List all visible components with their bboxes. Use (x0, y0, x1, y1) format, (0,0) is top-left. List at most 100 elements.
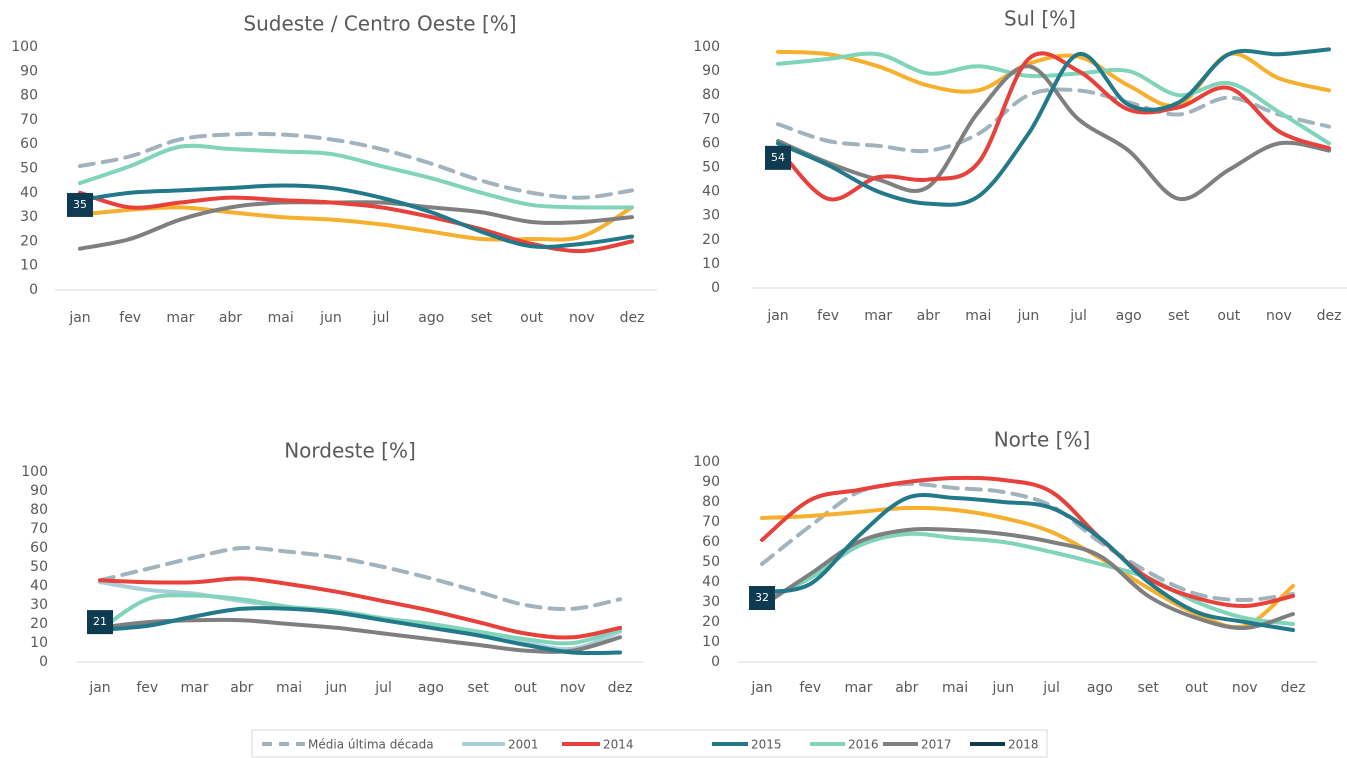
x-tick-label: abr (219, 310, 242, 326)
x-tick-label: nov (1232, 680, 1258, 696)
chart: Nordeste [%] 0 10 20 30 40 50 60 70 80 90 100 jan fev… (21, 439, 644, 696)
series-line (776, 51, 1331, 202)
series-line (98, 606, 622, 656)
series-line (760, 481, 1295, 603)
series-line (78, 183, 634, 249)
y-tick-label: 0 (711, 280, 720, 296)
x-tick-label: ago (418, 310, 444, 326)
x-tick-label: mar (181, 680, 209, 696)
y-tick-label: 10 (702, 256, 720, 272)
series-line (78, 143, 634, 210)
y-tick-label: 80 (30, 502, 48, 518)
y-tick-label: 100 (11, 39, 38, 55)
value-label-box (67, 192, 93, 217)
x-tick-label: mar (845, 680, 873, 696)
x-tick-label: jul (1042, 680, 1060, 696)
x-tick-label: jul (1069, 308, 1087, 324)
y-tick-label: 20 (30, 616, 48, 632)
y-tick-label: 30 (20, 209, 38, 225)
y-tick-label: 80 (702, 87, 720, 103)
x-tick-label: ago (418, 680, 444, 696)
y-tick-label: 100 (693, 454, 720, 470)
y-tick-label: 70 (702, 514, 720, 530)
value-label: 21 (93, 615, 107, 628)
chart-title: Nordeste [%] (284, 439, 416, 463)
series-line (98, 545, 622, 612)
y-tick-label: 40 (30, 578, 48, 594)
chart: Norte [%] 0 10 20 30 40 50 60 70 80 90 100 jan fev mar… (693, 428, 1318, 696)
chart-title: Sul [%] (1004, 7, 1076, 31)
y-tick-label: 50 (20, 161, 38, 177)
x-tick-label: abr (895, 680, 918, 696)
y-tick-label: 20 (20, 233, 38, 249)
value-label-box (87, 610, 113, 635)
y-tick-label: 70 (20, 112, 38, 128)
x-tick-label: nov (560, 680, 586, 696)
y-tick-label: 90 (30, 483, 48, 499)
x-tick-label: nov (569, 310, 595, 326)
y-tick-label: 80 (702, 494, 720, 510)
y-tick-label: 0 (29, 282, 38, 298)
y-tick-label: 0 (711, 654, 720, 670)
legend-label: 2001 (508, 738, 539, 752)
y-tick-label: 30 (702, 594, 720, 610)
x-tick-label: jun (992, 680, 1015, 696)
y-tick-label: 90 (702, 474, 720, 490)
legend-label: 2015 (751, 738, 782, 752)
x-tick-label: jun (325, 680, 348, 696)
x-tick-label: abr (230, 680, 253, 696)
x-tick-label: fev (136, 680, 158, 696)
y-tick-label: 70 (702, 111, 720, 127)
chart-title: Sudeste / Centro Oeste [%] (243, 12, 516, 36)
x-tick-label: mai (268, 310, 294, 326)
legend: Média última década 2001 2014 2015 2016 2017 2… (251, 729, 1048, 758)
y-tick-label: 100 (21, 464, 48, 480)
series-line (760, 493, 1295, 632)
y-tick-label: 90 (20, 63, 38, 79)
x-tick-label: fev (119, 310, 141, 326)
x-tick-label: jul (374, 680, 392, 696)
series-line (760, 505, 1295, 630)
y-tick-label: 50 (702, 160, 720, 176)
y-tick-label: 60 (702, 135, 720, 151)
y-tick-label: 30 (30, 597, 48, 613)
x-tick-label: nov (1266, 308, 1292, 324)
x-tick-label: dez (1317, 308, 1342, 324)
x-tick-label: jun (319, 310, 342, 326)
y-tick-label: 40 (20, 185, 38, 201)
y-tick-label: 0 (39, 654, 48, 670)
x-tick-label: dez (1281, 680, 1306, 696)
y-tick-label: 90 (702, 63, 720, 79)
x-tick-label: ago (1087, 680, 1113, 696)
y-tick-label: 50 (30, 559, 48, 575)
x-tick-label: dez (608, 680, 633, 696)
y-tick-label: 60 (20, 136, 38, 152)
x-tick-label: mar (864, 308, 892, 324)
x-tick-label: fev (799, 680, 821, 696)
x-tick-label: jan (766, 308, 788, 324)
chart: Sul [%] 0 10 20 30 40 50 60 70 80 90 100 jan fev mar ab… (693, 7, 1347, 324)
y-tick-label: 50 (702, 554, 720, 570)
y-tick-label: 40 (702, 574, 720, 590)
value-label: 54 (771, 151, 785, 164)
series-line (78, 200, 634, 251)
x-tick-label: mai (942, 680, 968, 696)
x-tick-label: mai (276, 680, 302, 696)
x-tick-label: jan (68, 310, 90, 326)
y-tick-label: 100 (693, 39, 720, 55)
x-tick-label: jan (88, 680, 110, 696)
series-line (760, 526, 1295, 631)
series-line (760, 531, 1295, 626)
series-line (78, 205, 634, 242)
x-tick-label: out (520, 310, 543, 326)
series-line (98, 617, 622, 654)
legend-label: 2018 (1008, 738, 1039, 752)
series-line (78, 131, 634, 200)
x-tick-label: ago (1116, 308, 1142, 324)
x-tick-label: mar (166, 310, 194, 326)
value-label: 35 (73, 198, 87, 211)
series-line (776, 87, 1331, 154)
value-label: 32 (755, 591, 769, 604)
series-line (776, 51, 1331, 146)
x-tick-label: dez (620, 310, 645, 326)
